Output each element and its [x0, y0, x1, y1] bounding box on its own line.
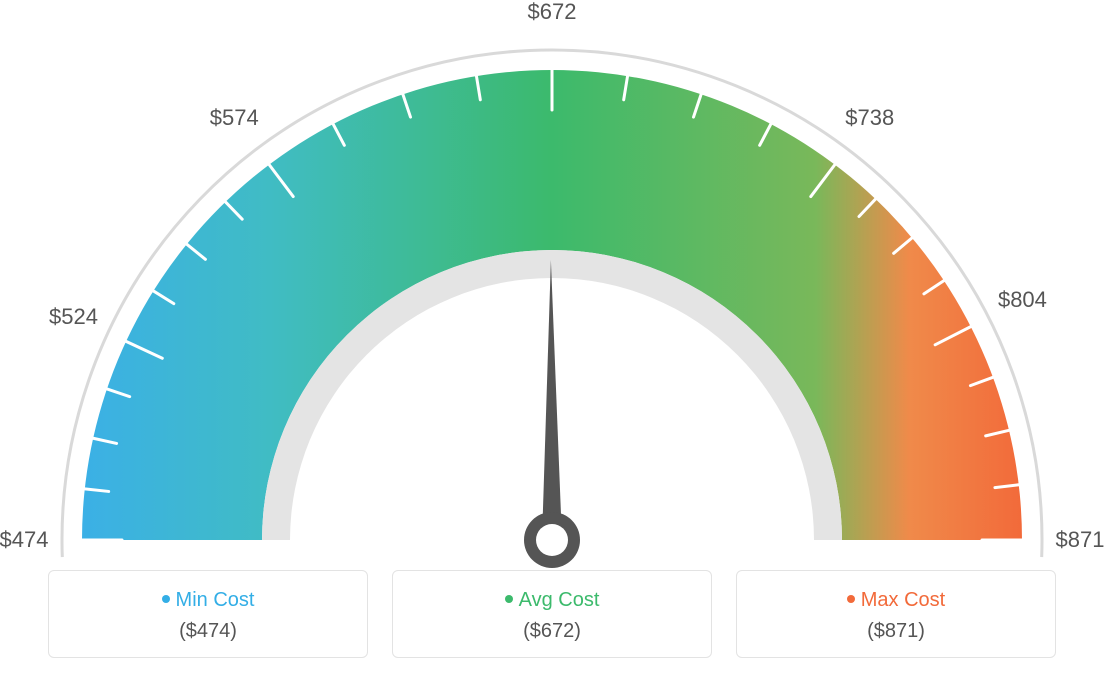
- scale-label: $474: [0, 527, 48, 553]
- scale-label: $524: [49, 304, 98, 330]
- legend-value: ($474): [59, 620, 357, 643]
- scale-label: $672: [528, 0, 577, 25]
- gauge-svg: [0, 0, 1104, 570]
- legend-card-avg: Avg Cost ($672): [392, 570, 712, 658]
- scale-label: $871: [1056, 527, 1104, 553]
- legend-card-max: Max Cost ($871): [736, 570, 1056, 658]
- scale-label: $738: [845, 105, 894, 131]
- legend-card-min: Min Cost ($474): [48, 570, 368, 658]
- legend-dot-icon: [847, 595, 855, 603]
- legend-row: Min Cost ($474) Avg Cost ($672) Max Cost ($87…: [0, 570, 1104, 678]
- legend-dot-icon: [162, 595, 170, 603]
- legend-value: ($672): [403, 620, 701, 643]
- legend-label: Avg Cost: [519, 589, 600, 611]
- legend-dot-icon: [505, 595, 513, 603]
- legend-value: ($871): [747, 620, 1045, 643]
- gauge-area: $474 $524 $574 $672 $738 $804 $871: [0, 0, 1104, 570]
- scale-label: $574: [210, 105, 259, 131]
- scale-label: $804: [998, 287, 1047, 313]
- needle-hub-hole: [536, 524, 568, 556]
- legend-title-avg: Avg Cost: [403, 589, 701, 612]
- needle: [542, 260, 562, 540]
- legend-label: Min Cost: [176, 589, 255, 611]
- legend-label: Max Cost: [861, 589, 945, 611]
- cost-gauge-chart: $474 $524 $574 $672 $738 $804 $871 Min Cost ($4…: [0, 0, 1104, 678]
- legend-title-min: Min Cost: [59, 589, 357, 612]
- legend-title-max: Max Cost: [747, 589, 1045, 612]
